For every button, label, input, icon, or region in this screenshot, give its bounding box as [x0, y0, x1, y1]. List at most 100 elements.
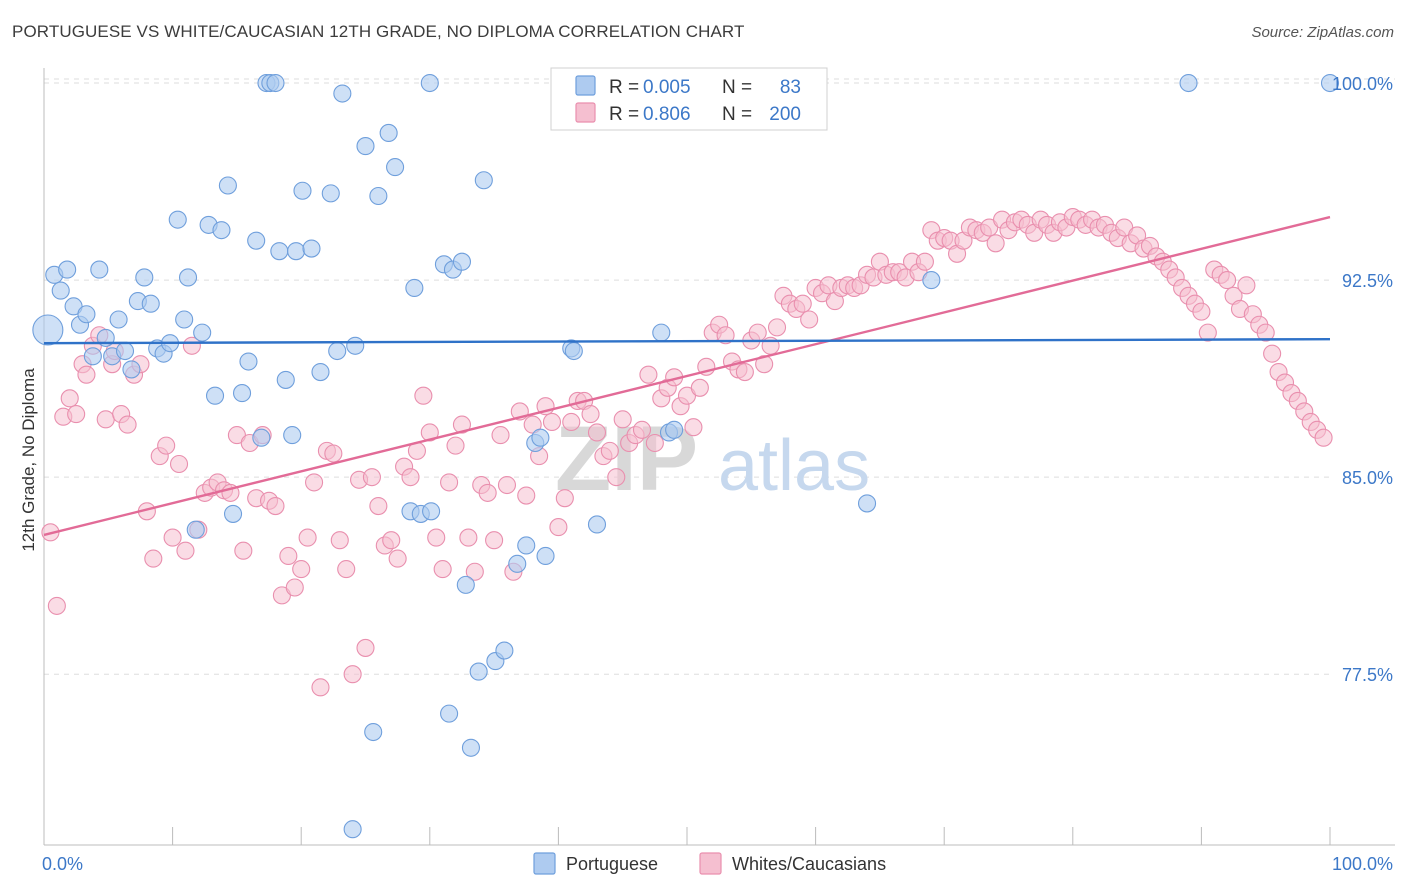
white-point-66 [459, 528, 478, 547]
white-point-42 [305, 473, 324, 492]
portuguese-point-64 [469, 662, 488, 681]
portuguese-point-29 [223, 504, 243, 523]
portuguese-point-12 [115, 341, 135, 361]
white-point-180 [1192, 302, 1211, 321]
portuguese-point-28 [218, 176, 237, 195]
portuguese-point-69 [517, 536, 536, 555]
white-point-19 [157, 436, 176, 455]
portuguese-point-78 [665, 420, 684, 439]
portuguese-point-15 [135, 268, 154, 287]
stats-r-label-portuguese: R = [609, 77, 639, 98]
legend-swatch-white [699, 852, 722, 875]
legend-swatch-portuguese [533, 852, 556, 875]
white-point-41 [298, 528, 317, 547]
x-tick-label-0: 0.0% [42, 854, 83, 874]
white-point-85 [581, 405, 600, 424]
portuguese-point-22 [178, 268, 198, 287]
portuguese-point-41 [293, 181, 312, 200]
white-point-63 [440, 473, 459, 492]
portuguese-trend-line [43, 338, 1331, 345]
y-axis-label: 12th Grade, No Diploma [19, 368, 38, 552]
portuguese-point-6 [77, 305, 96, 324]
white-point-65 [452, 415, 472, 434]
portuguese-point-32 [247, 231, 266, 250]
portuguese-point-37 [270, 242, 289, 261]
portuguese-point-45 [328, 341, 347, 361]
white-point-4 [67, 405, 86, 424]
chart-title: PORTUGUESE VS WHITE/CAUCASIAN 12TH GRADE… [12, 22, 745, 41]
portuguese-point-68 [508, 554, 527, 573]
portuguese-point-65 [474, 171, 493, 190]
portuguese-point-8 [90, 260, 109, 279]
white-point-13 [118, 415, 137, 434]
stats-legend-portuguese-swatch [575, 75, 596, 96]
portuguese-point-51 [379, 123, 398, 142]
portuguese-point-33 [252, 428, 271, 447]
portuguese-point-44 [321, 184, 340, 203]
white-point-106 [716, 326, 735, 345]
white-point-51 [362, 468, 381, 487]
portuguese-point-67 [495, 641, 514, 660]
white-point-22 [176, 541, 195, 560]
portuguese-point-52 [386, 158, 405, 177]
white-point-64 [446, 436, 465, 455]
portuguese-point-54 [405, 278, 424, 298]
white-point-60 [420, 423, 439, 442]
stats-n-label-white: N = [722, 104, 752, 125]
portuguese-point-82 [1179, 73, 1198, 93]
portuguese-point-13 [122, 360, 141, 379]
white-point-21 [169, 454, 189, 474]
portuguese-point-42 [302, 239, 321, 258]
portuguese-point-76 [652, 323, 671, 342]
white-point-112 [755, 355, 774, 374]
white-point-54 [382, 531, 401, 550]
white-point-71 [491, 426, 510, 445]
stats-r-value-white: 0.806 [643, 104, 691, 125]
portuguese-point-50 [369, 186, 388, 206]
white-point-79 [542, 412, 562, 432]
white-point-114 [767, 318, 787, 337]
white-point-6 [77, 365, 96, 384]
portuguese-point-21 [175, 310, 194, 329]
white-point-81 [555, 489, 574, 508]
portuguese-point-62 [456, 575, 475, 594]
portuguese-point-0 [32, 314, 64, 346]
white-point-181 [1198, 323, 1217, 342]
portuguese-point-2 [51, 281, 70, 300]
watermark-atlas: atlas [718, 426, 870, 506]
white-point-70 [485, 531, 504, 550]
stats-legend-box [550, 67, 828, 131]
portuguese-point-47 [346, 336, 365, 355]
white-point-95 [645, 433, 664, 453]
white-point-50 [356, 638, 375, 657]
portuguese-point-40 [287, 242, 306, 261]
portuguese-point-23 [186, 520, 205, 539]
portuguese-point-20 [168, 210, 187, 229]
white-point-80 [549, 518, 568, 537]
portuguese-point-36 [266, 73, 285, 93]
portuguese-point-26 [205, 386, 225, 405]
portuguese-point-39 [283, 426, 302, 445]
white-point-31 [234, 541, 253, 560]
white-point-59 [414, 386, 433, 405]
white-trend-line [43, 215, 1331, 537]
white-point-52 [369, 497, 388, 516]
white-point-3 [60, 389, 79, 408]
y-tick-label-3: 77.5% [1342, 665, 1393, 685]
white-point-191 [1263, 344, 1282, 363]
white-point-86 [587, 423, 607, 442]
portuguese-point-63 [461, 738, 481, 757]
legend-label-white: Whites/Caucasians [732, 854, 886, 874]
white-point-109 [735, 362, 754, 382]
y-tick-label-2: 85.0% [1342, 468, 1393, 488]
stats-n-value-white: 200 [769, 104, 801, 125]
portuguese-points [32, 73, 1340, 839]
portuguese-point-11 [109, 310, 128, 329]
y-tick-label-1: 92.5% [1342, 271, 1393, 291]
stats-n-value-portuguese: 83 [780, 77, 801, 98]
white-point-102 [690, 378, 709, 397]
portuguese-point-31 [239, 352, 258, 371]
stats-legend-white-swatch [575, 102, 596, 123]
stats-r-value-portuguese: 0.005 [643, 77, 691, 98]
white-point-20 [163, 528, 182, 547]
